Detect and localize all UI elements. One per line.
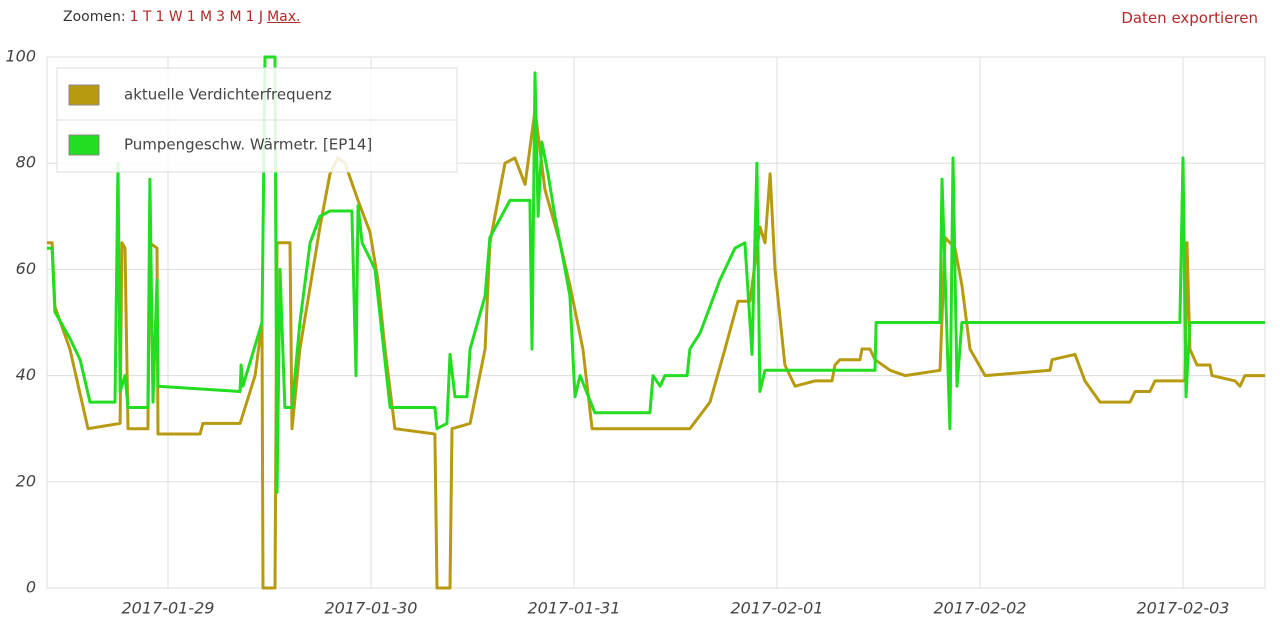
series-line xyxy=(47,108,1265,590)
y-tick-label: 20 xyxy=(16,471,36,490)
legend: aktuelle Verdichterfrequenz Pumpengeschw.… xyxy=(56,67,458,173)
zoom-link[interactable]: 1 T xyxy=(129,9,152,25)
legend-label: aktuelle Verdichterfrequenz xyxy=(124,86,332,104)
y-tick-label: 100 xyxy=(5,47,36,66)
x-tick-label: 2017-02-03 xyxy=(1136,599,1229,618)
y-tick-label: 40 xyxy=(16,365,36,384)
x-tick-label: 2017-01-31 xyxy=(527,599,620,618)
x-tick-label: 2017-02-01 xyxy=(730,599,823,618)
zoom-link[interactable]: 1 M xyxy=(186,9,213,25)
y-tick-label: 60 xyxy=(16,259,36,278)
series-line xyxy=(47,55,1265,494)
legend-swatch xyxy=(68,84,100,106)
x-tick-label: 2017-02-02 xyxy=(933,599,1026,618)
legend-label: Pumpengeschw. Wärmetr. [EP14] xyxy=(124,136,372,154)
zoom-link[interactable]: 3 M xyxy=(216,9,242,25)
x-tick-label: 2017-01-30 xyxy=(324,599,417,618)
x-tick-label: 2017-01-29 xyxy=(121,599,214,618)
zoom-link[interactable]: 1 J xyxy=(245,9,264,25)
legend-swatch xyxy=(68,134,100,156)
zoom-link[interactable]: Max. xyxy=(267,9,301,25)
y-tick-label: 80 xyxy=(16,153,36,172)
zoom-label: Zoomen: xyxy=(63,9,126,25)
y-tick-label: 0 xyxy=(26,578,36,597)
zoom-link[interactable]: 1 W xyxy=(155,9,183,25)
export-link[interactable]: Daten exportieren xyxy=(1121,9,1258,27)
